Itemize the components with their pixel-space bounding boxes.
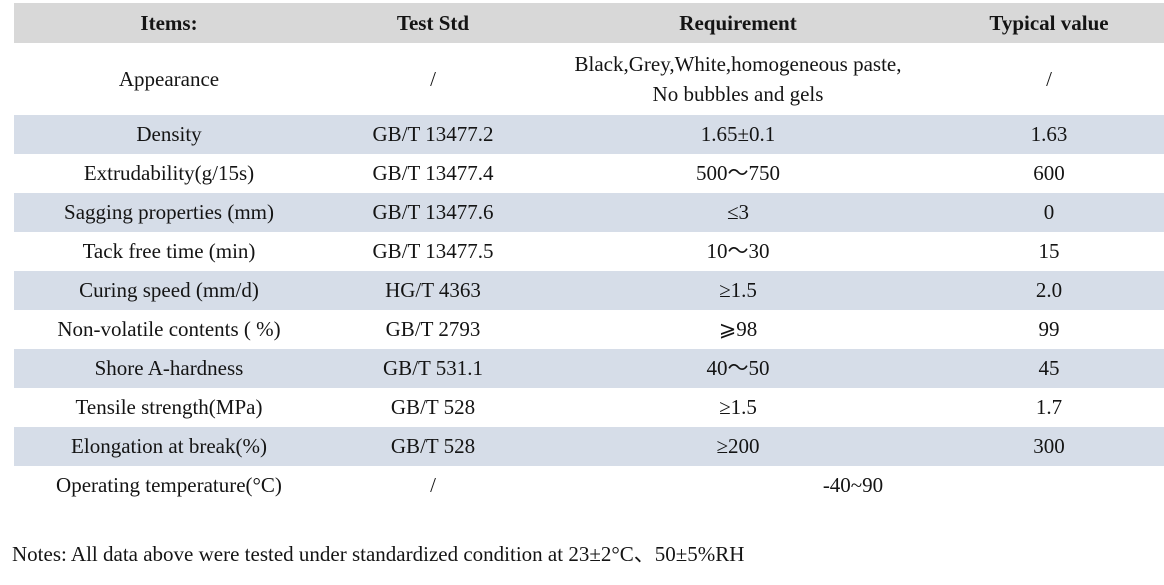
test-std-cell: GB/T 13477.6 (372, 200, 494, 225)
test-std-cell: GB/T 2793 (385, 317, 481, 342)
spec-row-curing-speed: Curing speed (mm/d) HG/T 4363 ≥1.5 2.0 (14, 271, 1164, 310)
header-typical-value: Typical value (989, 10, 1109, 35)
typical-value-cell: 1.7 (1035, 395, 1063, 420)
header-items: Items: (140, 10, 198, 35)
header-test-std: Test Std (396, 10, 470, 35)
typical-value-cell: 600 (1033, 161, 1065, 186)
spec-table: Items: Test Std Requirement Typical valu… (14, 3, 1164, 505)
requirement-cell: 10～30 (706, 239, 770, 264)
spec-row-operating-temperature: Operating temperature(°C) / -40~90 (14, 466, 1164, 505)
item-cell: Extrudability(g/15s) (83, 161, 255, 186)
requirement-cell: ⩾98 (718, 317, 758, 342)
item-cell: Curing speed (mm/d) (79, 278, 259, 303)
test-std-cell: GB/T 528 (390, 395, 476, 420)
spec-row-tack-free-time: Tack free time (min) GB/T 13477.5 10～30 … (14, 232, 1164, 271)
test-std-cell: GB/T 13477.2 (372, 122, 494, 147)
test-std-cell: GB/T 13477.4 (372, 161, 494, 186)
requirement-cell: 1.65±0.1 (700, 122, 776, 147)
spec-row-appearance: Appearance / Black,Grey,White,homogeneou… (14, 43, 1164, 115)
test-std-cell: GB/T 531.1 (383, 356, 483, 381)
test-std-cell: / (430, 66, 436, 91)
requirement-text: Black,Grey,White,homogeneous paste, No b… (574, 51, 902, 106)
item-cell: Non-volatile contents ( %) (57, 317, 281, 342)
typical-value-cell: 99 (1038, 317, 1060, 342)
typical-value-cell: 0 (1043, 200, 1055, 225)
header-requirement: Requirement (679, 10, 797, 35)
spec-row-non-volatile: Non-volatile contents ( %) GB/T 2793 ⩾98… (14, 310, 1164, 349)
typical-value-cell: 300 (1033, 434, 1065, 459)
spec-row-density: Density GB/T 13477.2 1.65±0.1 1.63 (14, 115, 1164, 154)
spec-row-shore-hardness: Shore A-hardness GB/T 531.1 40～50 45 (14, 349, 1164, 388)
notes-text: Notes: All data above were tested under … (12, 542, 745, 566)
requirement-cell: Black,Grey,White,homogeneous paste, No b… (542, 43, 934, 115)
requirement-cell: ≥1.5 (719, 395, 757, 420)
requirement-cell: ≥200 (716, 434, 760, 459)
item-cell: Sagging properties (mm) (64, 200, 274, 225)
test-std-cell: / (430, 473, 436, 498)
test-std-cell: GB/T 13477.5 (372, 239, 494, 264)
requirement-cell: ≥1.5 (719, 278, 757, 303)
requirement-cell: 500～750 (696, 161, 780, 186)
requirement-cell: ≤3 (726, 200, 750, 225)
typical-value-cell: 15 (1038, 239, 1060, 264)
item-cell: Shore A-hardness (94, 356, 244, 381)
test-std-cell: HG/T 4363 (385, 278, 481, 303)
typical-value-cell: / (1046, 66, 1052, 91)
requirement-cell: 40～50 (706, 356, 770, 381)
item-cell: Tack free time (min) (82, 239, 256, 264)
item-cell: Operating temperature(°C) (56, 473, 282, 498)
spec-row-tensile-strength: Tensile strength(MPa) GB/T 528 ≥1.5 1.7 (14, 388, 1164, 427)
test-std-cell: GB/T 528 (390, 434, 476, 459)
spec-row-elongation: Elongation at break(%) GB/T 528 ≥200 300 (14, 427, 1164, 466)
typical-value-cell: 1.63 (1030, 122, 1068, 147)
item-cell: Tensile strength(MPa) (75, 395, 263, 420)
document-page: Items: Test Std Requirement Typical valu… (0, 3, 1164, 585)
typical-value-cell: 2.0 (1035, 278, 1063, 303)
requirement-cell-spanning: -40~90 (822, 473, 884, 498)
typical-value-cell: 45 (1038, 356, 1060, 381)
item-cell: Density (136, 122, 202, 147)
header-row: Items: Test Std Requirement Typical valu… (14, 3, 1164, 43)
spec-row-extrudability: Extrudability(g/15s) GB/T 13477.4 500～75… (14, 154, 1164, 193)
item-cell: Elongation at break(%) (71, 434, 267, 459)
spec-row-sagging: Sagging properties (mm) GB/T 13477.6 ≤3 … (14, 193, 1164, 232)
item-cell: Appearance (118, 66, 220, 91)
